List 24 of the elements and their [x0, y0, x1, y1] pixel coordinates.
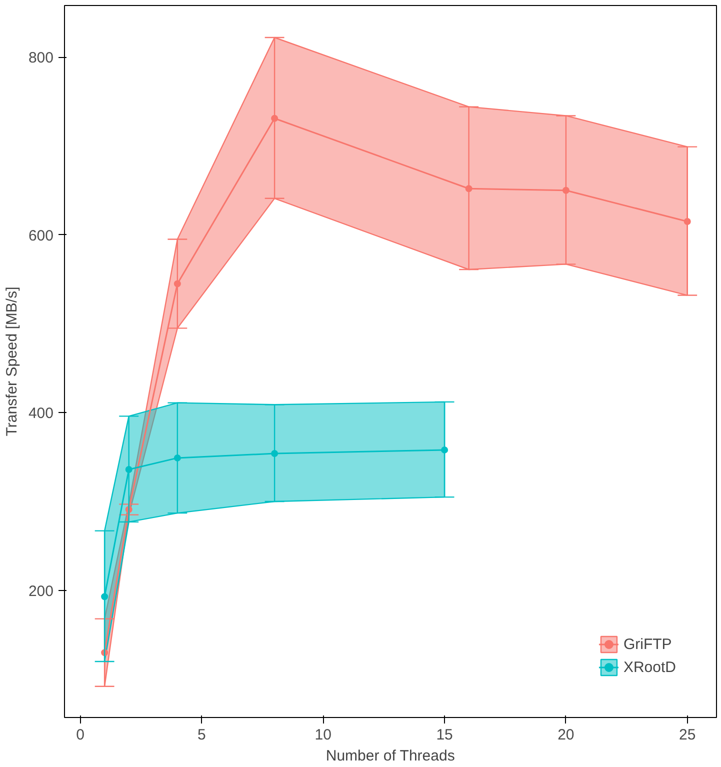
point — [441, 446, 448, 454]
y-tick-label: 400 — [28, 405, 54, 422]
x-tick-label: 0 — [76, 726, 84, 744]
y-tick-label: 800 — [28, 50, 54, 67]
point — [174, 280, 181, 288]
point — [684, 218, 691, 225]
y-tick-label: 600 — [28, 227, 54, 244]
x-tick-label: 5 — [198, 726, 206, 744]
x-tick-label: 25 — [679, 726, 696, 744]
y-axis-title: Transfer Speed [MB/s] — [3, 286, 20, 436]
legend-label: GriFTP — [623, 636, 672, 652]
point — [271, 450, 278, 457]
point — [465, 185, 472, 192]
legend-label: XRootD — [623, 658, 676, 676]
point — [174, 454, 181, 462]
x-axis-title: Number of Threads — [326, 748, 455, 764]
x-tick-label: 20 — [558, 726, 574, 744]
point — [125, 466, 132, 473]
point — [562, 186, 570, 194]
x-tick-label: 10 — [314, 726, 332, 744]
x-tick-label: 15 — [436, 726, 453, 744]
point — [271, 114, 278, 122]
point — [101, 593, 108, 600]
y-tick-label: 200 — [28, 582, 54, 600]
